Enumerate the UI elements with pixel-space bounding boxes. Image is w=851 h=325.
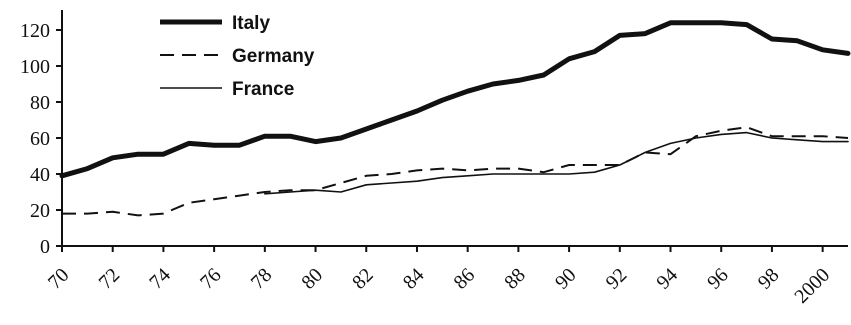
x-tick-label: 82 — [348, 264, 378, 294]
legend-label-france: France — [232, 79, 294, 100]
y-tick-label: 40 — [30, 164, 50, 186]
legend-label-germany: Germany — [232, 46, 315, 67]
ticks: 0 20 40 60 80 100 120 70 72 74 76 78 80 82 84 86 88 90 92 9… — [20, 20, 834, 308]
x-tick-label: 90 — [551, 264, 581, 294]
series-line-italy — [59, 20, 851, 179]
series-lines — [59, 20, 851, 217]
x-tick-label: 78 — [247, 264, 277, 294]
y-tick-label: 20 — [30, 200, 50, 222]
x-tick-label: 88 — [500, 264, 530, 294]
x-tick-label: 94 — [652, 264, 682, 294]
x-tick-label: 84 — [399, 264, 429, 294]
series-line-france — [264, 131, 849, 195]
x-tick-label: 76 — [196, 264, 226, 294]
x-tick-label: 86 — [450, 264, 480, 294]
x-tick-label: 72 — [95, 264, 125, 294]
x-tick-label: 96 — [703, 264, 733, 294]
y-tick-label: 60 — [30, 128, 50, 150]
y-tick-label: 100 — [20, 56, 50, 78]
axes — [61, 10, 848, 247]
x-tick-label: 74 — [145, 264, 175, 294]
x-tick-label: 98 — [754, 264, 784, 294]
x-tick-label: 2000 — [790, 264, 834, 308]
legend: Italy Germany France — [160, 13, 315, 100]
y-tick-label: 0 — [40, 236, 50, 258]
x-tick-label: 80 — [297, 264, 327, 294]
x-tick-label: 70 — [44, 264, 74, 294]
legend-label-italy: Italy — [232, 13, 270, 34]
y-tick-label: 80 — [30, 92, 50, 114]
series-line-germany — [62, 126, 849, 217]
y-tick-label: 120 — [20, 20, 50, 42]
x-tick-label: 92 — [602, 264, 632, 294]
